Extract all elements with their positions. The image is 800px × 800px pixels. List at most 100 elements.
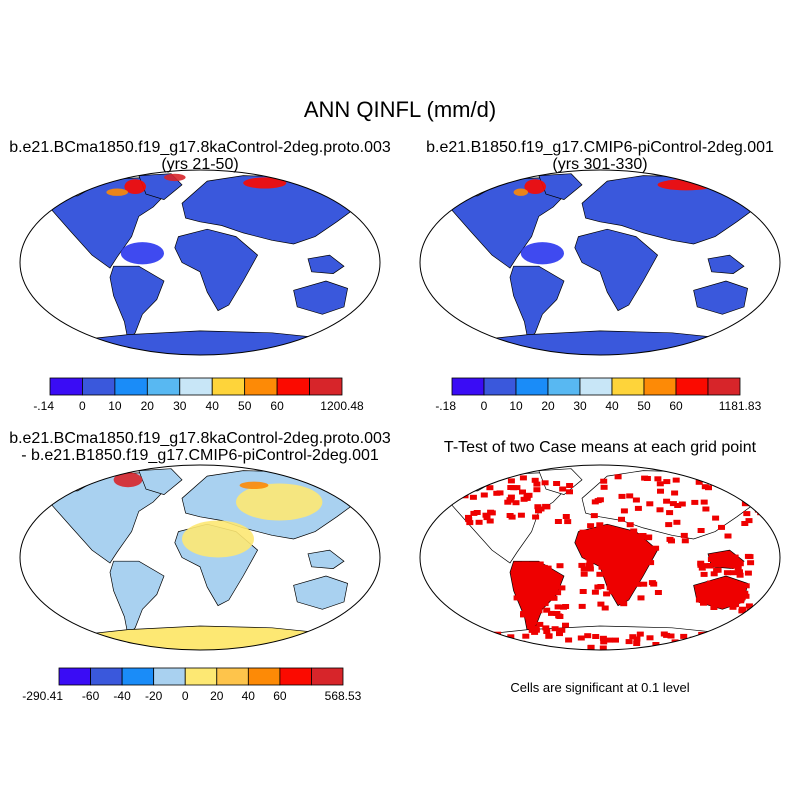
map-1-fields <box>33 173 367 355</box>
significant-cell <box>587 523 595 529</box>
significant-cell <box>550 595 558 601</box>
significant-cell <box>699 641 707 647</box>
significant-cell <box>723 599 731 604</box>
significant-cell <box>542 625 550 631</box>
significant-cell <box>579 542 587 548</box>
colorbar-3-swatch <box>279 667 312 686</box>
significant-cell <box>584 539 592 545</box>
significant-cell <box>514 583 522 588</box>
significant-cell <box>746 554 754 560</box>
map-1-land-au <box>293 280 349 315</box>
significant-cell <box>487 509 495 515</box>
significant-cell <box>526 578 534 584</box>
significant-cell <box>507 634 515 640</box>
colorbar-3-tick: 40 <box>242 689 256 703</box>
significant-cell <box>656 507 664 513</box>
colorbar-2-tick: -.18 <box>435 399 456 413</box>
significant-cell <box>578 603 586 609</box>
map-1-field-patch <box>106 188 128 196</box>
significant-cell <box>525 645 533 650</box>
colorbar-3-swatch <box>121 667 155 686</box>
colorbar-3-swatch <box>90 667 123 686</box>
colorbar-2-tick: 20 <box>541 399 555 413</box>
significant-cell <box>531 477 539 483</box>
significant-cell <box>697 528 705 533</box>
significant-cell <box>544 565 552 571</box>
colorbar-2-swatch <box>483 377 517 396</box>
significant-cell <box>646 635 654 641</box>
significant-cell <box>554 604 562 610</box>
significant-cell <box>665 522 673 528</box>
significant-cell <box>514 578 522 584</box>
significant-cell <box>724 533 732 539</box>
significant-cell <box>629 634 637 640</box>
significant-cell <box>601 605 609 611</box>
significant-cell <box>553 481 561 486</box>
map-panel-2 <box>419 169 781 356</box>
significant-cell <box>525 597 533 603</box>
significant-cell <box>632 497 640 503</box>
colorbar-2-swatch <box>707 377 741 396</box>
significant-cell <box>718 524 725 530</box>
significant-cell <box>535 608 543 614</box>
map-1-land-af <box>174 228 259 312</box>
significant-cell <box>695 597 703 603</box>
colorbar-1-swatch <box>211 377 246 396</box>
map-4-border <box>419 464 781 651</box>
significant-cell <box>585 562 593 568</box>
significant-cell <box>618 493 626 499</box>
significant-cell <box>614 474 622 480</box>
significant-cell <box>736 561 744 567</box>
colorbar-3-swatch <box>247 667 281 686</box>
significant-cell <box>720 595 728 601</box>
significant-cell <box>529 572 537 578</box>
significant-cell <box>597 601 605 607</box>
significant-cell <box>747 560 755 566</box>
significant-cell <box>671 490 679 496</box>
significant-cell <box>600 478 608 484</box>
map-3-land-an <box>33 625 367 650</box>
colorbar-2-swatch <box>611 377 645 396</box>
significant-cell <box>700 571 708 577</box>
significant-cell <box>611 545 619 551</box>
colorbar-1-tick: 20 <box>141 399 155 413</box>
colorbar-2-swatch <box>547 377 581 396</box>
significant-cell <box>728 590 735 596</box>
significant-cell <box>730 570 737 576</box>
significant-cell <box>614 595 622 601</box>
significant-cell <box>746 642 754 648</box>
colorbar-2-swatch <box>451 377 485 396</box>
significant-cell <box>660 631 668 637</box>
significant-cell <box>540 598 548 604</box>
significant-cell <box>566 483 574 488</box>
significant-cell <box>701 642 709 648</box>
colorbar-2-tick: 50 <box>637 399 651 413</box>
significant-cell <box>742 583 750 589</box>
significant-cell <box>558 627 566 633</box>
significant-cell <box>518 571 525 577</box>
significant-cell <box>516 585 524 591</box>
significant-cell <box>626 537 634 543</box>
significant-cell <box>663 645 671 650</box>
significant-cell <box>712 590 720 596</box>
significant-cell <box>542 503 550 509</box>
significant-cell <box>469 485 477 491</box>
significant-cell <box>715 602 722 608</box>
significant-cell <box>673 519 681 525</box>
significant-cell <box>536 561 544 567</box>
map-3-field-patch <box>236 483 323 521</box>
significant-cell <box>730 586 738 592</box>
significant-cell <box>579 529 587 535</box>
map-panel-4 <box>419 464 781 651</box>
significant-cell <box>727 561 735 567</box>
significant-cell <box>643 476 651 481</box>
significant-cell <box>537 582 545 588</box>
map-1-field-patch <box>243 177 287 189</box>
significant-cell <box>725 483 733 489</box>
map-3-field-patch <box>113 472 143 488</box>
panel1-title-line2: (yrs 21-50) <box>161 156 239 173</box>
significant-cell <box>680 645 688 650</box>
significant-cell <box>620 601 628 607</box>
significant-cell <box>712 559 719 565</box>
significant-cell <box>718 639 726 644</box>
